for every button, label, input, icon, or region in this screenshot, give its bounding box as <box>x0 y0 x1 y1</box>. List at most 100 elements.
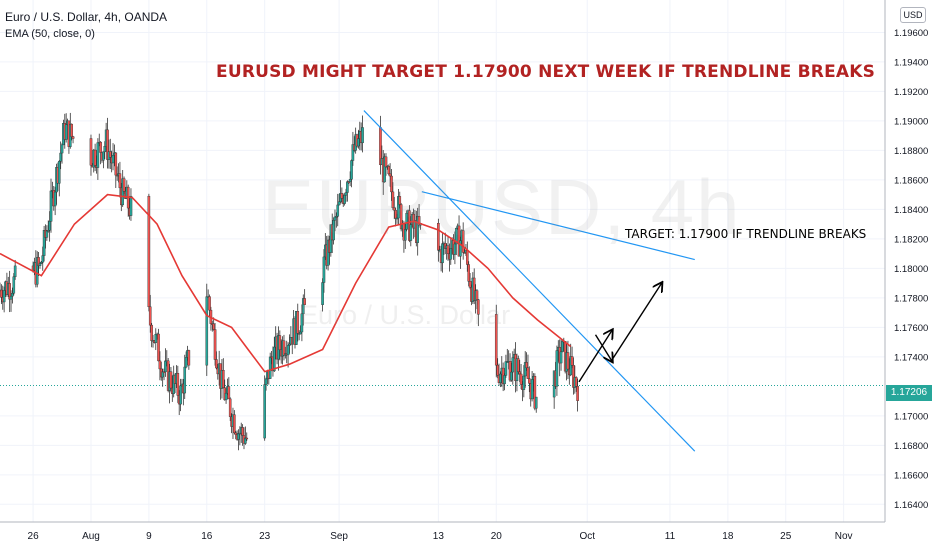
time-tick-label: 9 <box>146 531 152 542</box>
candle-body <box>504 361 508 376</box>
price-tick-label: 1.19600 <box>894 28 928 39</box>
price-tick-label: 1.17800 <box>894 293 928 304</box>
candle-body <box>2 290 6 303</box>
candle-body <box>70 123 73 137</box>
projection-arrow <box>578 330 612 383</box>
price-tick-label: 1.18600 <box>894 175 928 186</box>
price-tick-label: 1.18200 <box>894 234 928 245</box>
candle-body <box>176 373 180 396</box>
projection-arrow <box>611 283 662 361</box>
candle-body <box>454 227 458 245</box>
candle-body <box>187 350 191 366</box>
candle-body <box>526 367 530 379</box>
candle-body <box>234 432 238 435</box>
candle-body <box>245 437 249 440</box>
candle-body <box>503 375 506 385</box>
candle-body <box>38 263 42 266</box>
headline-annotation: EURUSD MIGHT TARGET 1.17900 NEXT WEEK IF… <box>216 62 876 82</box>
candle-body <box>122 178 126 192</box>
symbol-title[interactable]: Euro / U.S. Dollar, 4h, OANDA <box>5 10 168 24</box>
candle-body <box>576 386 579 401</box>
price-tick-label: 1.16400 <box>894 500 928 511</box>
price-tick-label: 1.17400 <box>894 352 928 363</box>
price-tick-label: 1.16800 <box>894 441 928 452</box>
candle-body <box>233 414 236 434</box>
candle-body <box>574 377 578 387</box>
candle-body <box>561 340 564 353</box>
candle-body <box>150 324 153 342</box>
candle-body <box>286 345 290 356</box>
candle-body <box>361 127 364 144</box>
price-tick-label: 1.19200 <box>894 87 928 98</box>
candle-body <box>208 296 211 311</box>
candle-body <box>237 433 240 440</box>
time-tick-label: Aug <box>82 531 100 542</box>
candle-body <box>183 366 187 394</box>
candle-body <box>303 298 306 305</box>
candle-body <box>158 360 162 370</box>
price-tick-label: 1.17600 <box>894 323 928 334</box>
candle-body <box>154 334 158 343</box>
candle-body <box>321 282 324 305</box>
candle-body <box>111 155 115 164</box>
candle-body <box>59 152 62 162</box>
candle-body <box>129 195 133 216</box>
indicator-label[interactable]: EMA (50, close, 0) <box>5 28 95 40</box>
candle-body <box>337 201 341 206</box>
ema-line <box>0 193 572 373</box>
candle-body <box>416 216 419 243</box>
candle-body <box>103 146 107 153</box>
candle-body <box>102 151 105 161</box>
candle-body <box>296 310 300 334</box>
candle-body <box>510 371 513 381</box>
candle-body <box>398 196 402 205</box>
candle-body <box>496 364 499 376</box>
time-tick-label: 13 <box>433 531 445 542</box>
candle-body <box>60 144 64 154</box>
candle-body <box>12 276 16 294</box>
candle-body <box>57 161 61 184</box>
candle-body <box>53 191 57 207</box>
price-tick-label: 1.17000 <box>894 411 928 422</box>
candle-body <box>467 264 470 282</box>
currency-badge[interactable]: USD <box>900 7 926 23</box>
candle-body <box>403 229 407 241</box>
candle-body <box>114 152 118 176</box>
candle-body <box>346 181 349 193</box>
candle-body <box>301 298 305 315</box>
candle-body <box>37 257 40 266</box>
candle-body <box>477 299 480 315</box>
candle-body <box>525 362 528 368</box>
candle-body <box>494 314 498 366</box>
candle-body <box>9 295 13 300</box>
current-price-badge: 1.17206 <box>886 385 932 401</box>
candle-body <box>351 144 355 161</box>
candle-body <box>299 331 302 335</box>
price-tick-label: 1.16600 <box>894 470 928 481</box>
candle-body <box>461 230 465 253</box>
candle-body <box>273 346 276 372</box>
candle-body <box>64 124 68 140</box>
candle-body <box>49 190 53 222</box>
candle-body <box>169 371 173 389</box>
candle-body <box>224 392 228 401</box>
candle-body <box>205 296 209 366</box>
candle-body <box>566 352 570 370</box>
candle-body <box>522 375 526 390</box>
candle-body <box>147 195 151 308</box>
price-tick-label: 1.18400 <box>894 205 928 216</box>
candle-body <box>215 359 218 369</box>
time-tick-label: 20 <box>491 531 503 542</box>
candle-body <box>99 141 102 153</box>
candle-body <box>282 340 286 356</box>
price-tick-label: 1.18000 <box>894 264 928 275</box>
candle-body <box>164 360 167 373</box>
candle-body <box>118 173 122 189</box>
time-tick-label: Oct <box>579 531 595 542</box>
projection-arrow <box>594 334 613 362</box>
candle-body <box>288 343 291 346</box>
time-tick-label: 25 <box>780 531 792 542</box>
time-tick-label: 16 <box>201 531 213 542</box>
